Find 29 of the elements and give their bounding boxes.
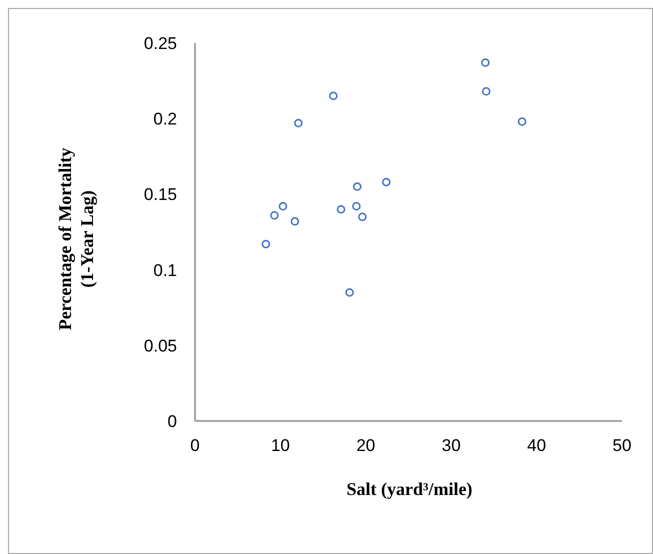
point: [482, 87, 490, 96]
point: [382, 178, 391, 186]
point: [294, 118, 303, 128]
y-tick-label: 0.05: [144, 336, 177, 356]
point: [270, 211, 279, 220]
point: [262, 240, 270, 248]
point: [352, 202, 361, 211]
y-tick-label: 0: [168, 412, 177, 432]
point: [481, 58, 490, 67]
point: [518, 117, 526, 126]
x-tick-label: 50: [612, 436, 632, 456]
point: [278, 202, 288, 211]
point: [336, 205, 346, 214]
x-tick-label: 40: [527, 436, 546, 456]
x-axis-title: Salt (yard³/mile): [346, 479, 474, 500]
y-tick-label: 0.1: [153, 260, 177, 280]
point: [345, 288, 354, 297]
y-tick-label: 0.25: [144, 34, 177, 54]
point: [353, 182, 362, 191]
x-tick-label: 10: [270, 436, 290, 456]
y-axis-title: Percentage of Mortality (1-Year Lag): [54, 146, 98, 332]
point: [290, 217, 300, 226]
point: [329, 92, 338, 100]
x-tick-label: 30: [442, 436, 461, 456]
y-tick-label: 0.15: [144, 185, 177, 204]
x-tick-label: 0: [190, 436, 200, 456]
x-tick-label: 20: [356, 436, 376, 456]
point: [358, 212, 367, 222]
y-tick-label: 0.2: [153, 110, 177, 129]
